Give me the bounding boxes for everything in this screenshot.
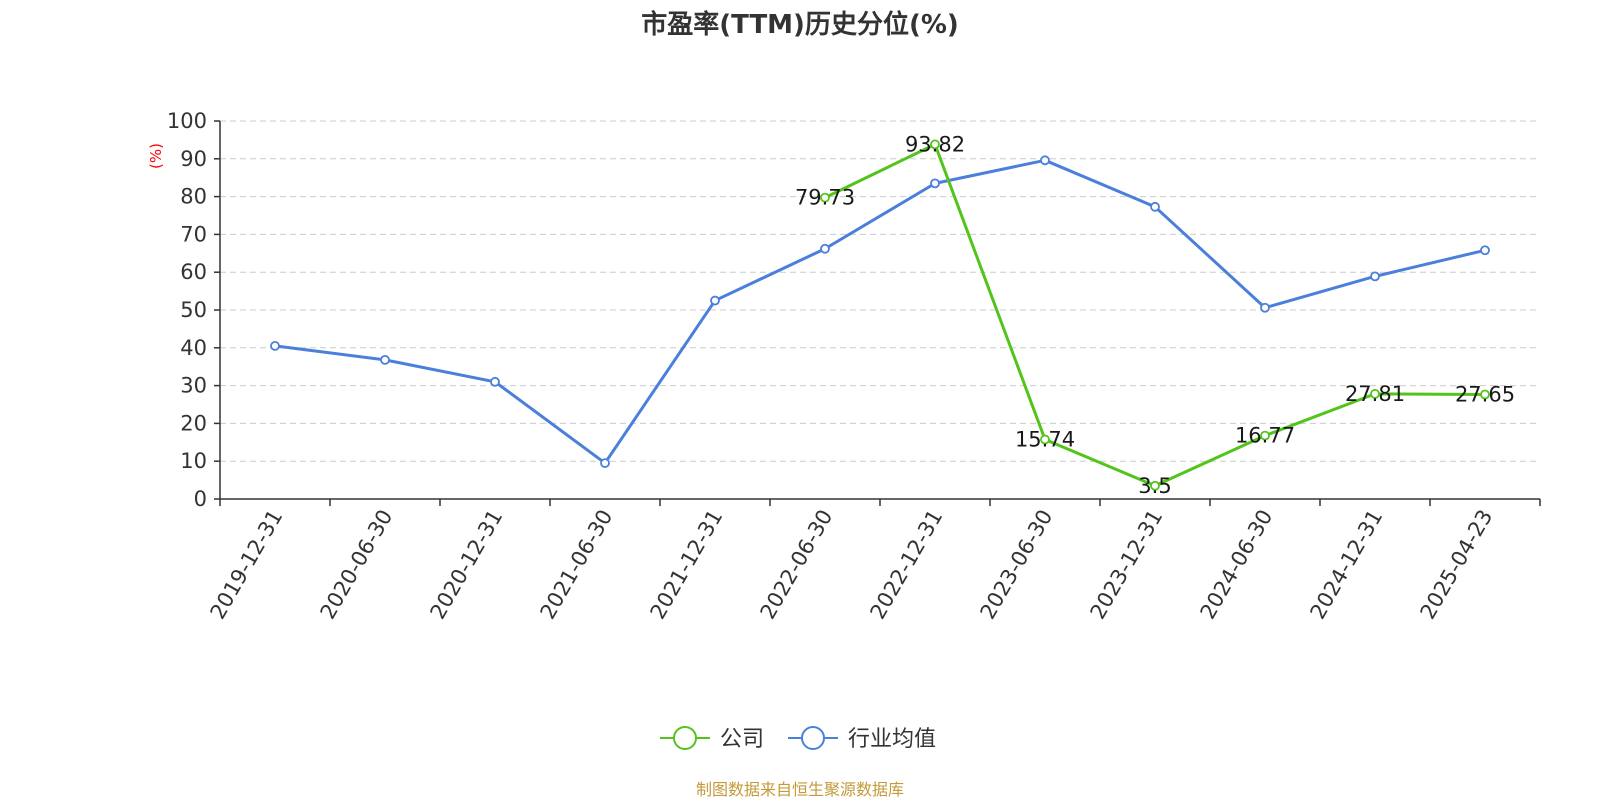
y-tick-label: 90 [180, 147, 207, 171]
data-point [930, 139, 940, 150]
x-tick-label: 2021-06-30 [536, 506, 618, 624]
data-point [380, 354, 390, 365]
data-point [1370, 388, 1380, 399]
series-line [824, 142, 1486, 488]
x-tick-label: 2022-12-31 [866, 506, 948, 624]
data-point [1260, 302, 1270, 313]
data-point [1040, 434, 1050, 445]
x-tick-label: 2023-12-31 [1086, 506, 1168, 624]
x-tick-label: 2023-06-30 [976, 506, 1058, 624]
data-point [270, 341, 280, 351]
x-tick-label: 2022-06-30 [756, 506, 838, 624]
source-note: 制图数据来自恒生聚源数据库 [696, 780, 904, 799]
x-tick-label: 2024-12-31 [1306, 506, 1388, 624]
y-tick-label: 70 [180, 222, 207, 246]
x-tick-label: 2020-06-30 [316, 506, 398, 624]
series-lines [270, 139, 1490, 491]
x-tick-label: 2025-04-23 [1416, 506, 1498, 624]
data-point [1040, 155, 1050, 166]
legend: 公司 行业均值 [660, 726, 936, 752]
data-label: 3.5 [1138, 474, 1171, 498]
legend-marker [673, 726, 697, 750]
data-point [1480, 245, 1490, 256]
y-tick-label: 10 [180, 449, 207, 473]
data-label: 15.74 [1015, 428, 1075, 452]
y-tick-label: 50 [180, 298, 207, 322]
data-point [1370, 271, 1380, 282]
x-tick-label: 2020-12-31 [426, 506, 508, 624]
legend-label: 公司 [720, 727, 764, 752]
data-label: 27.81 [1345, 382, 1405, 406]
y-tick-label: 100 [167, 109, 207, 133]
x-tick-label: 2021-12-31 [646, 506, 728, 624]
data-point [1480, 389, 1490, 400]
data-label: 27.65 [1455, 382, 1515, 406]
legend-marker [801, 726, 825, 750]
data-point [1150, 480, 1160, 491]
data-label: 16.77 [1235, 424, 1295, 448]
y-tick-label: 30 [180, 374, 207, 398]
data-point [820, 243, 830, 254]
data-point [490, 376, 500, 387]
data-label: 79.73 [795, 186, 855, 210]
data-label: 93.82 [905, 132, 965, 156]
y-tick-label: 80 [180, 185, 207, 209]
data-point [600, 458, 610, 468]
data-point [930, 178, 940, 189]
y-tick-label: 40 [180, 336, 207, 360]
legend-label: 行业均值 [848, 727, 936, 752]
data-point [1150, 201, 1160, 212]
data-labels: 79.73 93.82 15.74 3.5 16.77 27.81 27.65 [795, 132, 1515, 497]
x-tick-label: 2024-06-30 [1196, 506, 1278, 624]
data-point [820, 192, 830, 203]
chart-title: 市盈率(TTM)历史分位(%) [641, 9, 959, 40]
grid-lines [220, 120, 1540, 462]
y-tick-label: 20 [180, 411, 207, 435]
y-tick-label: 60 [180, 260, 207, 284]
y-axis-unit: (%) [147, 143, 165, 169]
x-tick-label: 2019-12-31 [206, 506, 288, 624]
data-point [1260, 430, 1270, 441]
y-tick-label: 0 [194, 487, 207, 511]
data-point [710, 295, 720, 306]
series-line [274, 158, 1486, 465]
